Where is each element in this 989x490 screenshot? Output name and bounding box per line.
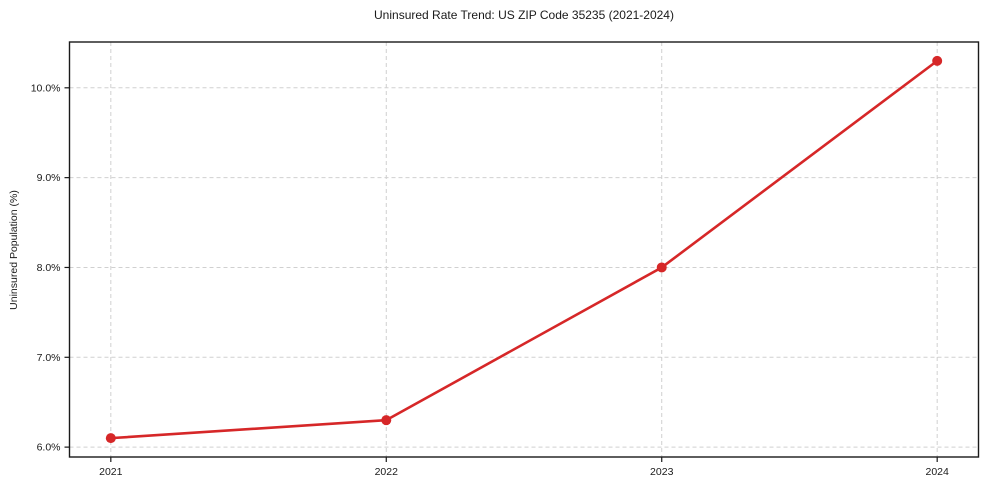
y-tick-label: 7.0% [37,352,61,364]
x-tick-label: 2024 [926,466,950,478]
x-tick-label: 2021 [99,466,123,478]
x-tick-label: 2023 [650,466,674,478]
data-point-2022 [381,415,392,426]
data-point-2024 [932,55,943,66]
y-tick-label: 10.0% [31,82,61,94]
x-tick-label: 2022 [375,466,399,478]
data-point-2023 [656,262,667,273]
y-tick-label: 8.0% [37,262,61,274]
plot-border [68,41,980,458]
data-point-2021 [105,433,116,444]
trend-line [109,59,939,440]
y-axis-label: Uninsured Population (%) [8,190,20,310]
y-tick-label: 9.0% [37,172,61,184]
chart-title: Uninsured Rate Trend: US ZIP Code 35235 … [374,8,674,22]
y-tick-label: 6.0% [37,442,61,454]
